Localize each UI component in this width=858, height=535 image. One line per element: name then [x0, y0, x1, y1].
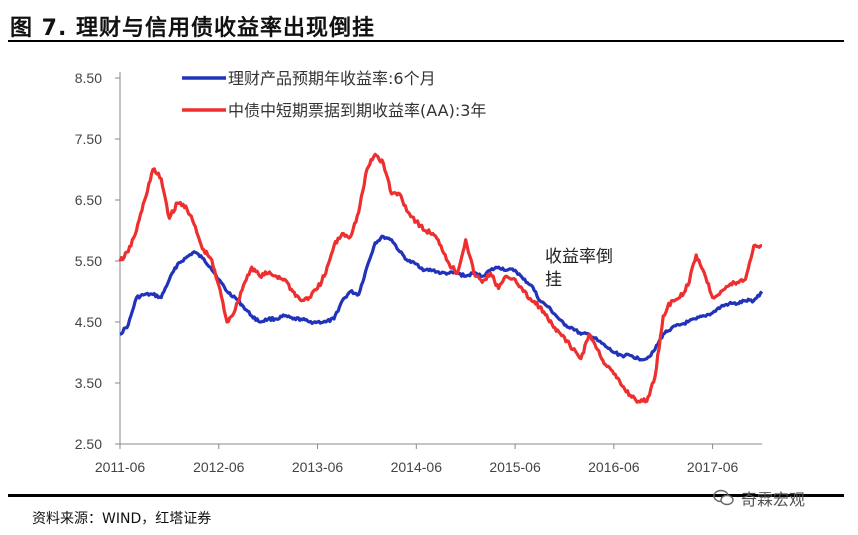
- y-tick-label: 5.50: [75, 253, 102, 269]
- bottom-divider: [8, 494, 844, 497]
- x-tick-label: 2017-06: [687, 459, 739, 475]
- figure-title: 图 7. 理财与信用债收益率出现倒挂: [10, 16, 375, 41]
- y-tick-label: 4.50: [75, 314, 102, 330]
- x-tick-label: 2014-06: [391, 459, 443, 475]
- y-tick-label: 6.50: [75, 192, 102, 208]
- chart-annotation: 收益率倒 挂: [545, 247, 613, 290]
- y-tick-label: 2.50: [75, 436, 102, 452]
- x-tick-label: 2013-06: [292, 459, 344, 475]
- title-divider: [8, 40, 844, 42]
- annotation-line-2: 挂: [545, 270, 562, 290]
- legend-label-2: 中债中短期票据到期收益率(AA):3年: [228, 101, 486, 120]
- y-tick-label: 7.50: [75, 131, 102, 147]
- series-line-2: [118, 152, 763, 404]
- y-tick-label: 8.50: [75, 70, 102, 86]
- x-tick-label: 2015-06: [489, 459, 541, 475]
- x-tick-label: 2016-06: [588, 459, 640, 475]
- wechat-icon: [713, 489, 734, 506]
- series-line-1: [119, 234, 764, 362]
- x-tick-label: 2012-06: [193, 459, 245, 475]
- annotation-line-1: 收益率倒: [545, 247, 613, 267]
- chart-axes: 8.50 7.50 6.50 5.50 4.50 3.50 2.50 2011-06 2012-…: [75, 70, 762, 475]
- watermark: 奇霖宏观: [713, 486, 805, 510]
- legend-label-1: 理财产品预期年收益率:6个月: [228, 69, 436, 88]
- watermark-text: 奇霖宏观: [741, 490, 806, 509]
- x-tick-label: 2011-06: [95, 459, 146, 475]
- chart-series-lines: [118, 152, 764, 404]
- y-tick-label: 3.50: [75, 375, 102, 391]
- source-note: 资料来源：WIND，红塔证券: [32, 511, 212, 527]
